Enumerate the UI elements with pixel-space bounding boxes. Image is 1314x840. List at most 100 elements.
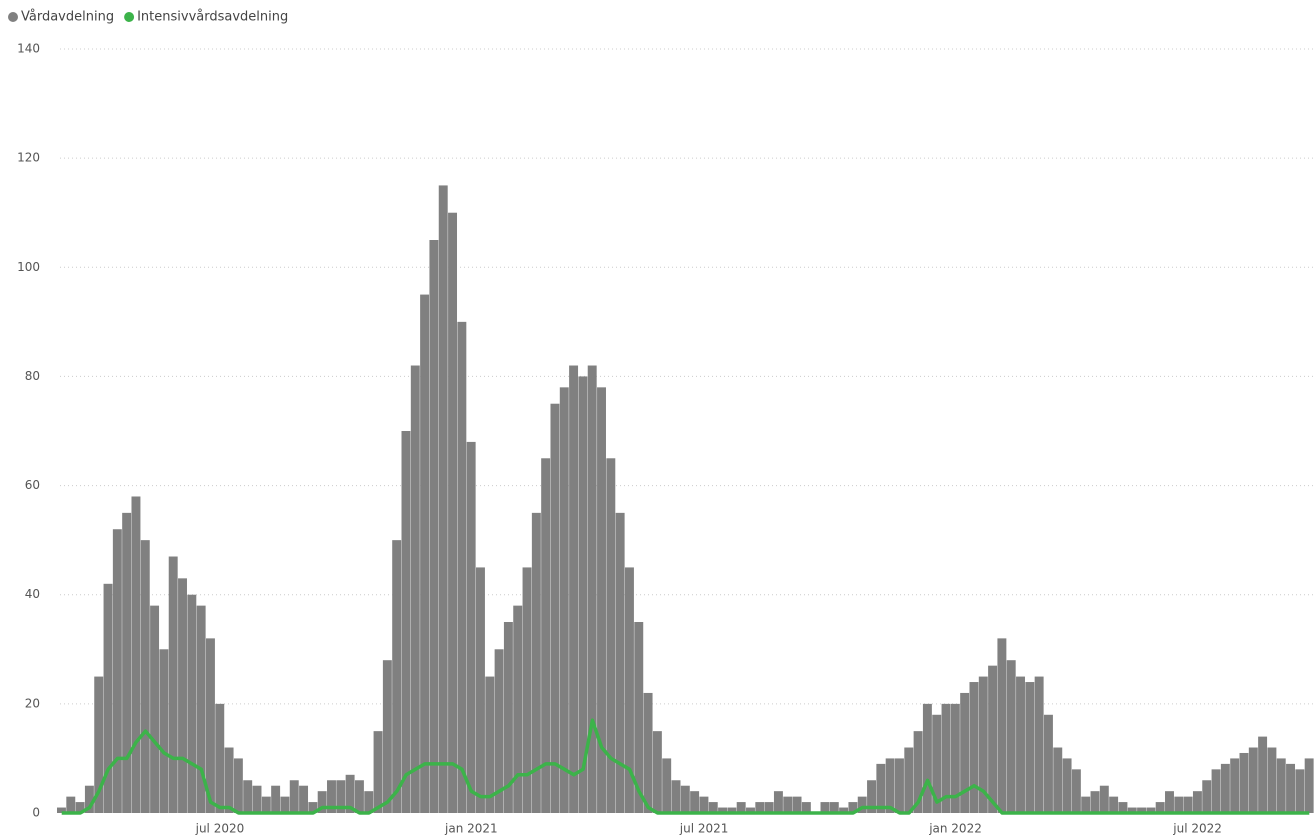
bar — [736, 802, 746, 813]
bar — [1295, 769, 1305, 813]
bar — [960, 692, 970, 813]
bar — [485, 676, 495, 813]
bar — [1118, 802, 1128, 813]
bar — [857, 796, 867, 813]
bar — [559, 387, 569, 813]
bar — [178, 578, 187, 813]
bar — [727, 807, 737, 813]
bar — [885, 758, 895, 813]
bar — [1025, 682, 1035, 813]
legend-marker — [8, 12, 18, 22]
bar — [662, 758, 672, 813]
bar — [438, 185, 448, 813]
bar — [280, 796, 290, 813]
bar — [569, 365, 579, 813]
bar — [373, 731, 383, 813]
y-tick-label: 120 — [17, 151, 40, 165]
bar — [66, 796, 76, 813]
bar — [1165, 791, 1174, 813]
y-tick-label: 40 — [25, 587, 40, 601]
bar — [1211, 769, 1221, 813]
bar — [913, 731, 923, 813]
y-tick-label: 20 — [25, 696, 40, 710]
bar — [187, 594, 197, 813]
bar — [1220, 763, 1230, 813]
bar — [839, 807, 849, 813]
bar — [1248, 747, 1258, 813]
y-tick-label: 60 — [25, 478, 40, 492]
bar — [1202, 780, 1212, 813]
legend-label: Intensivvårdsavdelning — [137, 10, 288, 25]
bar — [112, 529, 122, 813]
bar — [261, 796, 271, 813]
bar — [1062, 758, 1072, 813]
bar — [476, 567, 485, 813]
x-tick-label: jul 2020 — [195, 822, 245, 836]
bar — [550, 403, 560, 813]
bar — [848, 802, 858, 813]
bar — [224, 747, 234, 813]
bar — [205, 638, 215, 813]
bar — [401, 431, 411, 813]
bar — [606, 458, 616, 813]
bar — [1090, 791, 1100, 813]
bar — [997, 638, 1007, 813]
bar — [513, 605, 523, 813]
bar — [317, 791, 327, 813]
bar — [1127, 807, 1137, 813]
bar — [327, 780, 336, 813]
bar — [1099, 785, 1109, 813]
bar — [746, 807, 755, 813]
bar — [1174, 796, 1184, 813]
legend-marker — [124, 12, 135, 22]
legend-label: Vårdavdelning — [21, 10, 114, 25]
bar — [764, 802, 774, 813]
bar — [950, 703, 960, 813]
y-tick-label: 140 — [17, 42, 40, 56]
bar — [466, 441, 476, 813]
bar — [792, 796, 802, 813]
legend: Vårdavdelning Intensivvårdsavdelning — [8, 10, 288, 25]
bar — [708, 802, 718, 813]
bar — [699, 796, 709, 813]
x-tick-label: jul 2022 — [1172, 822, 1222, 836]
bar — [159, 649, 169, 813]
bar — [829, 802, 839, 813]
bar — [1109, 796, 1119, 813]
bar — [615, 512, 625, 813]
bar — [876, 763, 886, 813]
bar — [75, 802, 85, 813]
bar — [345, 774, 355, 813]
bar — [494, 649, 504, 813]
bar — [1267, 747, 1277, 813]
bar — [820, 802, 830, 813]
bar — [1258, 736, 1268, 813]
bar — [382, 660, 392, 813]
bar — [578, 376, 588, 813]
line — [61, 718, 1310, 815]
bar — [597, 387, 606, 813]
bar — [1286, 763, 1296, 813]
bar — [392, 540, 402, 813]
bar — [941, 703, 951, 813]
bar — [587, 365, 597, 813]
bar — [773, 791, 783, 813]
bar — [122, 512, 132, 813]
bar — [457, 321, 467, 813]
bar — [652, 731, 662, 813]
x-tick-label: jul 2021 — [679, 822, 729, 836]
x-tick-label: jan 2021 — [444, 822, 498, 836]
bar — [150, 605, 160, 813]
bar — [1071, 769, 1081, 813]
bar — [103, 583, 113, 813]
bar — [1304, 758, 1314, 813]
bar — [448, 212, 458, 813]
bar — [252, 785, 262, 813]
bar — [1230, 758, 1240, 813]
bar — [420, 294, 430, 814]
bar — [867, 780, 877, 813]
bar — [1043, 714, 1053, 813]
bar — [354, 780, 364, 813]
